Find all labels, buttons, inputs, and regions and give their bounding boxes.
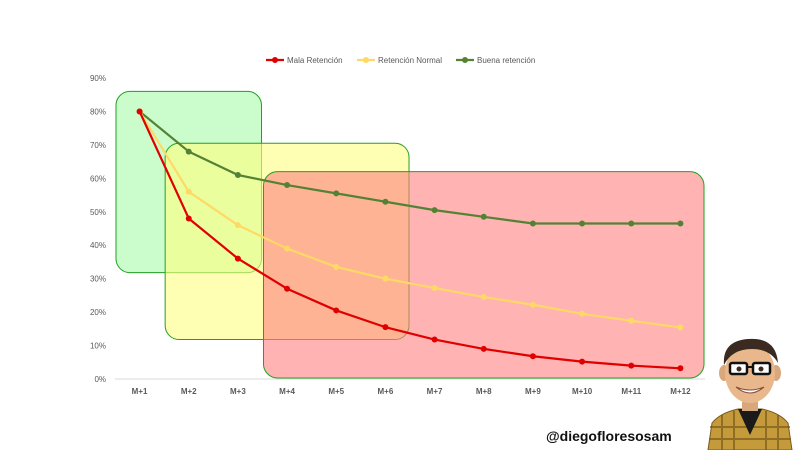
data-point xyxy=(579,358,586,365)
y-tick-label: 50% xyxy=(90,208,106,217)
legend-swatch-marker xyxy=(272,57,278,63)
series-line xyxy=(138,110,681,370)
x-tick-label: M+10 xyxy=(572,387,593,396)
y-tick-label: 40% xyxy=(90,241,106,250)
chart-legend: Mala Retención Retención Normal Buena rete… xyxy=(266,56,535,65)
data-point xyxy=(284,245,291,252)
series-Buena retención xyxy=(136,108,684,227)
legend-label: Buena retención xyxy=(477,56,535,65)
y-tick-label: 90% xyxy=(90,74,106,83)
x-tick-label: M+4 xyxy=(279,387,295,396)
data-point xyxy=(185,148,192,155)
x-tick-label: M+3 xyxy=(230,387,246,396)
data-point xyxy=(382,324,389,331)
data-point xyxy=(382,275,389,282)
data-point xyxy=(480,213,487,220)
data-point xyxy=(185,188,192,195)
data-point xyxy=(628,317,635,324)
legend-swatch-marker xyxy=(363,57,369,63)
x-tick-label: M+8 xyxy=(476,387,492,396)
data-point xyxy=(529,353,536,360)
data-point xyxy=(431,336,438,343)
y-tick-label: 0% xyxy=(94,375,106,384)
x-tick-label: M+6 xyxy=(378,387,394,396)
series-line xyxy=(138,110,681,225)
x-tick-label: M+12 xyxy=(670,387,691,396)
data-point xyxy=(431,285,438,292)
data-point xyxy=(234,222,241,229)
data-point xyxy=(136,108,143,115)
x-tick-label: M+5 xyxy=(328,387,344,396)
data-point xyxy=(284,182,291,189)
y-tick-label: 80% xyxy=(90,107,106,116)
series-Mala Retención xyxy=(136,108,684,372)
y-tick-label: 70% xyxy=(90,141,106,150)
data-point xyxy=(431,207,438,214)
x-tick-label: M+2 xyxy=(181,387,197,396)
series-line xyxy=(138,110,681,329)
data-point xyxy=(480,345,487,352)
x-tick-label: M+9 xyxy=(525,387,541,396)
legend-label: Retención Normal xyxy=(378,56,442,65)
data-point xyxy=(628,220,635,227)
chart-axes: 0% 10% 20% 30% 40% 50% 60% 70% 80% 90% M+1 M+2 M+3 M+… xyxy=(90,74,705,396)
data-point xyxy=(529,220,536,227)
data-point xyxy=(480,294,487,301)
data-point xyxy=(579,220,586,227)
data-point xyxy=(333,307,340,314)
author-avatar xyxy=(707,338,793,450)
data-point xyxy=(234,171,241,178)
data-point xyxy=(333,190,340,197)
data-point xyxy=(677,365,684,372)
data-point xyxy=(234,255,241,262)
y-tick-label: 10% xyxy=(90,342,106,351)
x-tick-label: M+1 xyxy=(132,387,148,396)
legend-label: Mala Retención xyxy=(287,56,343,65)
y-tick-label: 30% xyxy=(90,275,106,284)
data-point xyxy=(333,263,340,270)
data-point xyxy=(529,301,536,308)
data-point xyxy=(382,198,389,205)
data-point xyxy=(628,362,635,369)
data-point xyxy=(677,324,684,331)
x-tick-label: M+7 xyxy=(427,387,443,396)
y-tick-label: 20% xyxy=(90,308,106,317)
data-point xyxy=(284,285,291,292)
author-handle: @diegofloresosam xyxy=(546,428,672,444)
chart-series xyxy=(136,108,684,372)
data-point xyxy=(185,215,192,222)
data-point xyxy=(579,310,586,317)
data-point xyxy=(677,220,684,227)
legend-swatch-marker xyxy=(462,57,468,63)
y-tick-label: 60% xyxy=(90,174,106,183)
highlight-regions xyxy=(115,90,705,379)
x-tick-label: M+11 xyxy=(621,387,641,396)
